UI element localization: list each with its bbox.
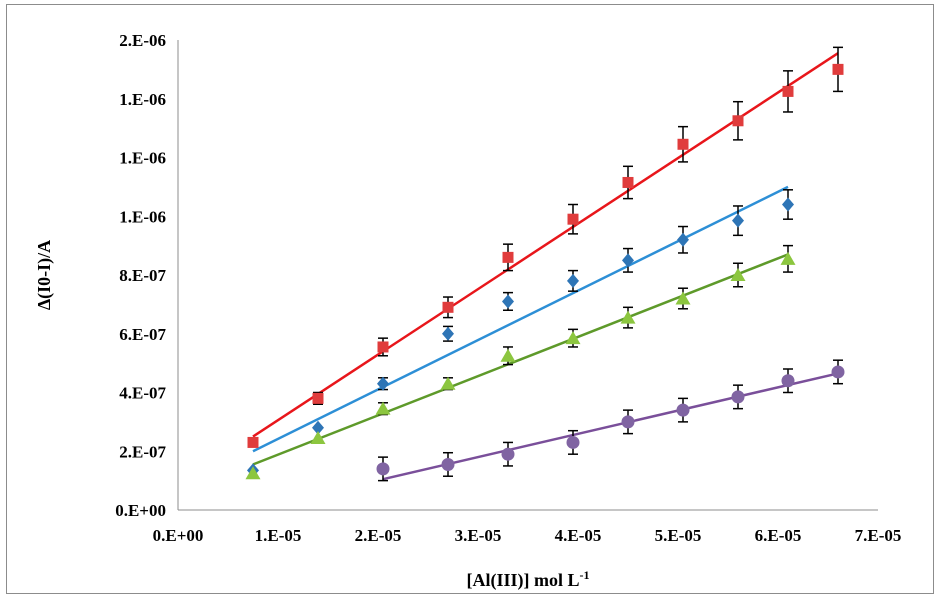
data-point-circle: [831, 365, 845, 379]
trend-line: [382, 372, 839, 481]
data-point-square: [247, 436, 259, 448]
data-point-triangle: [620, 310, 636, 324]
data-point-diamond: [677, 232, 689, 247]
y-axis-title: Δ(I0-I)/A: [34, 240, 55, 310]
x-tick-label: 2.E-05: [355, 526, 402, 545]
trend-line: [252, 185, 789, 453]
x-tick-label: 1.E-05: [255, 526, 302, 545]
x-tick-label: 3.E-05: [455, 526, 502, 545]
y-tick-labels: 0.E+00 2.E-07 4.E-07 6.E-07 8.E-07 1.E-06 1.E-…: [115, 31, 166, 520]
data-point-circle: [781, 374, 795, 388]
x-axis-title-superscript: -1: [580, 568, 590, 582]
data-point-triangle: [780, 251, 796, 265]
x-tick-labels: 0.E+00 1.E-05 2.E-05 3.E-05 4.E-05 5.E-05 6.E-…: [153, 526, 902, 545]
data-point-triangle: [730, 268, 746, 281]
axes: [177, 40, 878, 511]
data-point-triangle: [565, 331, 581, 345]
data-point-circle: [441, 457, 455, 471]
x-axis-title-text: [Al(III)] mol L: [467, 570, 580, 591]
x-tick-label: 5.E-05: [655, 526, 702, 545]
y-tick-label: 2.E-07: [119, 442, 166, 461]
x-tick-label: 7.E-05: [855, 526, 902, 545]
data-point-circle: [566, 435, 580, 449]
data-point-diamond: [502, 294, 514, 309]
data-point-square: [622, 176, 634, 188]
data-point-diamond: [312, 420, 324, 435]
data-point-triangle: [375, 401, 391, 415]
data-point-square: [732, 115, 744, 127]
data-point-square: [677, 138, 689, 150]
data-point-square: [377, 341, 389, 353]
data-point-square: [442, 301, 454, 313]
y-tick-label: 1.E-06: [119, 90, 166, 109]
data-point-circle: [621, 415, 635, 429]
data-point-diamond: [782, 197, 794, 212]
y-tick-label: 4.E-07: [119, 384, 166, 403]
y-tick-label: 1.E-06: [119, 149, 166, 168]
data-point-triangle: [675, 291, 691, 305]
x-tick-label: 4.E-05: [555, 526, 602, 545]
trend-line: [252, 253, 789, 466]
trend-line: [252, 52, 839, 438]
y-tick-label: 2.E-06: [119, 31, 166, 50]
data-point-circle: [501, 447, 515, 461]
data-point-diamond: [442, 326, 454, 341]
data-point-diamond: [622, 253, 634, 268]
data-point-diamond: [732, 213, 744, 228]
chart-frame: [6, 4, 934, 594]
data-point-diamond: [567, 273, 579, 288]
data-point-circle: [376, 462, 390, 476]
data-markers: [245, 63, 845, 480]
data-point-triangle: [310, 431, 326, 445]
data-point-square: [567, 213, 579, 225]
data-point-square: [782, 85, 794, 97]
data-point-square: [832, 63, 844, 75]
x-tick-label: 6.E-05: [755, 526, 802, 545]
trend-lines: [252, 52, 839, 481]
data-point-circle: [731, 390, 745, 404]
data-point-diamond: [377, 376, 389, 391]
x-tick-label: 0.E+00: [153, 526, 204, 545]
y-tick-label: 8.E-07: [119, 266, 166, 285]
data-point-square: [312, 392, 324, 404]
y-tick-label: 6.E-07: [119, 325, 166, 344]
data-point-square: [502, 251, 514, 263]
data-point-triangle: [440, 376, 456, 390]
y-tick-label: 1.E-06: [119, 207, 166, 226]
x-axis-title: [Al(III)] mol L-1: [467, 568, 590, 591]
data-point-triangle: [245, 466, 261, 480]
y-tick-label: 0.E+00: [115, 501, 166, 520]
data-point-triangle: [500, 348, 516, 362]
data-point-circle: [676, 403, 690, 417]
